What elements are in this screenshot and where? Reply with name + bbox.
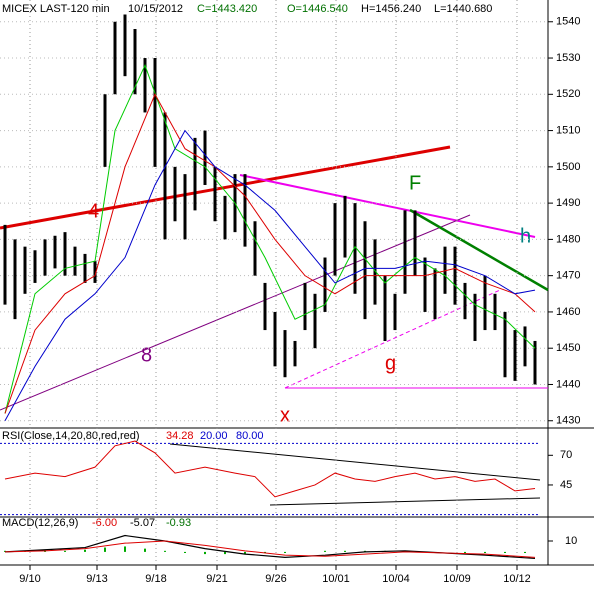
annotation: F xyxy=(409,172,421,194)
rsi-lower: 20.00 xyxy=(200,430,228,442)
annotation: x xyxy=(280,404,290,426)
rsi-label: RSI(Close,14,20,80,red,red) xyxy=(2,430,140,442)
x-tick-label: 9/21 xyxy=(206,573,227,585)
frame xyxy=(0,0,594,566)
x-tick-label: 9/10 xyxy=(19,573,40,585)
y-tick-label: 1430 xyxy=(556,415,580,427)
y-tick-label: 1490 xyxy=(556,197,580,209)
x-tick-label: 9/26 xyxy=(265,573,286,585)
y-tick-label: 1510 xyxy=(556,124,580,136)
y-tick-label: 10 xyxy=(565,535,577,547)
trendlines xyxy=(0,145,549,506)
y-tick-label: 1470 xyxy=(556,270,580,282)
x-tick-label: 10/12 xyxy=(503,573,531,585)
low: L=1440.680 xyxy=(434,3,492,15)
moving-average xyxy=(4,129,536,421)
macd-label: MACD(12,26,9) xyxy=(2,517,78,529)
x-tick-label: 10/04 xyxy=(382,573,410,585)
high: H=1456.240 xyxy=(361,3,421,15)
y-tick-label: 1460 xyxy=(556,306,580,318)
annotation: h xyxy=(520,225,531,247)
moving-average xyxy=(4,93,536,414)
y-tick-label: 1520 xyxy=(556,88,580,100)
y-tick-label: 70 xyxy=(560,449,572,461)
close: C=1443.420 xyxy=(197,3,257,15)
x-tick-label: 9/18 xyxy=(145,573,166,585)
macd-hist: -0.93 xyxy=(166,517,191,529)
macd-signal: -5.07 xyxy=(130,517,155,529)
annotation: 8 xyxy=(141,344,152,366)
y-tick-label: 45 xyxy=(560,479,572,491)
moving-average xyxy=(4,63,536,414)
x-tick-label: 9/13 xyxy=(86,573,107,585)
y-tick-label: 1530 xyxy=(556,52,580,64)
y-tick-label: 1480 xyxy=(556,233,580,245)
y-tick-label: 1450 xyxy=(556,342,580,354)
macd-value: -6.00 xyxy=(92,517,117,529)
annotation: g xyxy=(385,352,396,374)
y-tick-label: 1440 xyxy=(556,378,580,390)
y-tick-label: 1500 xyxy=(556,161,580,173)
rsi-line xyxy=(4,440,536,498)
x-tick-label: 10/09 xyxy=(443,573,471,585)
rsi-upper: 80.00 xyxy=(236,430,264,442)
rsi-last: 34.28 xyxy=(166,430,194,442)
open: O=1446.540 xyxy=(287,3,348,15)
annotation: 4 xyxy=(88,200,99,222)
signal-line xyxy=(4,540,536,558)
x-tick-label: 10/01 xyxy=(322,573,350,585)
symbol: MICEX LAST-120 min xyxy=(2,3,110,15)
y-tick-label: 1540 xyxy=(556,16,580,28)
